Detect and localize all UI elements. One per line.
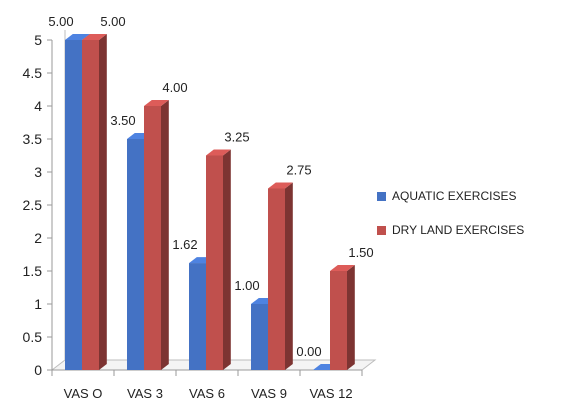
labels-layer: 5.00 5.00 3.50 4.00 1.62 3.25 1.00 2.75 0.00 1.50	[48, 14, 373, 359]
data-label: 3.50	[110, 113, 135, 128]
bar-side	[285, 182, 293, 370]
x-category-label: VAS O	[64, 386, 103, 401]
data-label: 0.00	[296, 344, 321, 359]
y-tick-label: 3	[34, 164, 42, 180]
bar-front	[268, 188, 285, 370]
bar-side	[347, 265, 355, 370]
bar-side	[161, 100, 169, 370]
y-tick-label: 2.5	[23, 197, 43, 213]
x-category-label: VAS 12	[309, 386, 352, 401]
y-tick-label: 2	[34, 230, 42, 246]
bar-front	[206, 155, 223, 370]
bar-top	[330, 265, 355, 271]
y-tick-label: 0	[34, 362, 42, 378]
bar-side	[223, 149, 231, 370]
bar	[206, 149, 231, 370]
y-tick-label: 1	[34, 296, 42, 312]
bar-front	[65, 40, 82, 370]
y-tick-label: 4	[34, 98, 42, 114]
legend-swatch-aquatic	[377, 191, 386, 201]
x-category-label: VAS 3	[127, 386, 163, 401]
bar-side	[99, 34, 107, 370]
data-label: 1.50	[348, 245, 373, 260]
bar-top	[65, 34, 90, 40]
bar	[82, 34, 107, 370]
legend-item-dry-land: DRY LAND EXERCISES	[377, 220, 524, 240]
bars-layer	[65, 34, 355, 370]
y-tick-label: 3.5	[23, 131, 43, 147]
legend-item-aquatic: AQUATIC EXERCISES	[377, 186, 524, 206]
bar-front	[82, 40, 99, 370]
y-tick-label: 1.5	[23, 263, 43, 279]
y-tick-label: 4.5	[23, 65, 43, 81]
bar-top	[268, 182, 293, 189]
bar-front	[189, 263, 206, 370]
bar-front	[251, 304, 268, 370]
y-tick-label: 5	[34, 32, 42, 48]
bar-front	[330, 271, 347, 370]
bar-top	[206, 149, 231, 156]
data-label: 3.25	[224, 130, 249, 145]
bar	[268, 182, 293, 370]
bar-front	[144, 106, 161, 370]
legend-swatch-dry-land	[377, 225, 386, 235]
data-label: 5.00	[100, 14, 125, 29]
legend-label-dry-land: DRY LAND EXERCISES	[392, 223, 525, 237]
x-category-label: VAS 6	[189, 386, 225, 401]
x-category-label: VAS 9	[251, 386, 287, 401]
bar-front	[127, 139, 144, 370]
data-label: 1.62	[172, 237, 197, 252]
bar	[144, 100, 169, 370]
y-tick-label: 0.5	[23, 329, 43, 345]
data-label: 5.00	[48, 14, 73, 29]
data-label: 2.75	[286, 163, 311, 178]
bar	[330, 265, 355, 370]
data-label: 4.00	[162, 80, 187, 95]
legend-label-aquatic: AQUATIC EXERCISES	[392, 189, 517, 203]
chart-legend: AQUATIC EXERCISES DRY LAND EXERCISES	[377, 186, 524, 254]
bar-top	[144, 100, 169, 106]
bar-top	[82, 34, 107, 40]
data-label: 1.00	[234, 278, 259, 293]
